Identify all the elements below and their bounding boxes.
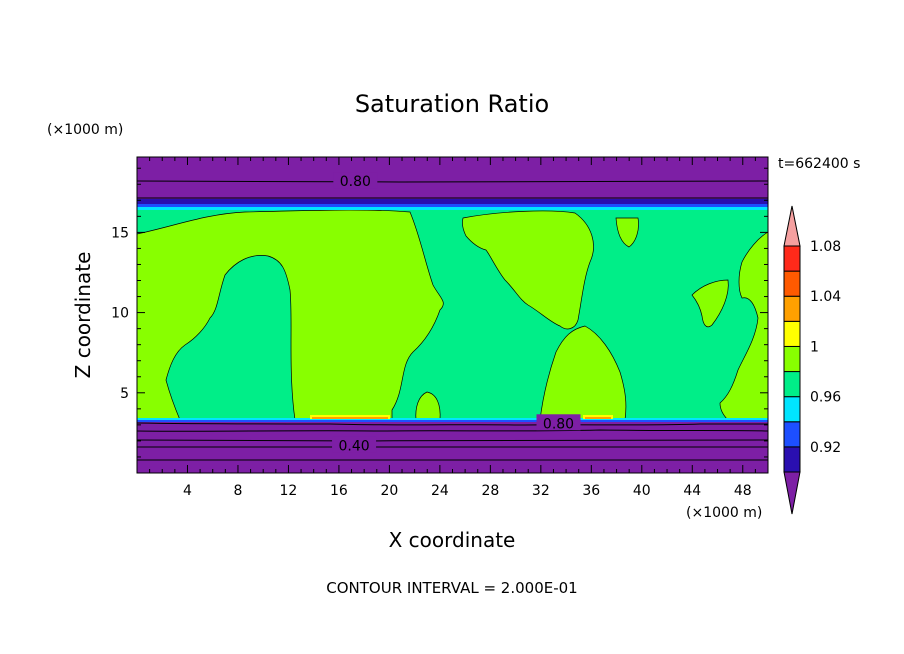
contour-label-bg-0 — [333, 172, 378, 189]
contour-line-lower-3 — [137, 439, 768, 442]
contour-interval-note: CONTOUR INTERVAL = 2.000E-01 — [326, 579, 577, 597]
colorbar-band-2 — [783, 421, 801, 448]
colorbar-band-3 — [783, 396, 801, 423]
colorbar: 0.92 0.96 1 1.04 1.08 — [783, 205, 841, 515]
colorbar-tick-label-3: 1.04 — [810, 289, 841, 305]
y-tick-label-1: 10 — [111, 306, 129, 322]
colorbar-band-10 — [783, 205, 801, 247]
band-cyan-upper — [137, 207, 768, 210]
y-axis-label: Z coordinate — [71, 252, 95, 379]
supersaturated-patch-right-upper — [691, 279, 729, 328]
x-tick-label-10: 44 — [683, 483, 701, 499]
x-tick-label-7: 32 — [532, 483, 550, 499]
y-tick-label-0: 5 — [120, 386, 129, 402]
colorbar-band-9 — [783, 245, 801, 272]
colorbar-band-0 — [783, 471, 801, 515]
colorbar-band-4 — [783, 371, 801, 398]
supersaturated-patch-top-right — [615, 217, 639, 248]
x-tick-label-8: 36 — [582, 483, 600, 499]
contour-line-upper-1 — [137, 180, 768, 183]
x-tick-label-4: 20 — [380, 483, 398, 499]
time-label: t=662400 s — [778, 156, 860, 172]
contour-line-lower-1 — [137, 422, 768, 426]
band-cyan-lower — [137, 418, 768, 421]
contour-label-0: 0.80 — [340, 174, 371, 190]
contour-line-lower-2 — [137, 429, 768, 432]
supersaturated-patch-left — [137, 209, 444, 421]
streak-orange-1 — [312, 417, 388, 419]
chart-title: Saturation Ratio — [355, 90, 549, 118]
contour-label-bg-1 — [536, 414, 581, 431]
colorbar-band-7 — [783, 295, 801, 322]
colorbar-tick-label-0: 0.92 — [810, 440, 841, 456]
x-tick-label-2: 12 — [280, 483, 298, 499]
colorbar-band-6 — [783, 320, 801, 347]
colorbar-band-5 — [783, 345, 801, 373]
colorbar-tick-label-2: 1 — [810, 339, 819, 355]
band-blue-upper — [137, 203, 768, 209]
x-axis-label: X coordinate — [389, 528, 516, 552]
x-tick-label-6: 28 — [481, 483, 499, 499]
supersaturated-patch-middle — [462, 210, 594, 330]
contour-labels: 0.80 0.80 0.40 — [332, 172, 581, 455]
colorbar-tick-label-1: 0.96 — [810, 390, 841, 406]
contour-label-1: 0.80 — [543, 416, 574, 432]
colorbar-band-8 — [783, 270, 801, 297]
colorbar-band-1 — [783, 446, 801, 473]
band-darkblue-upper — [137, 199, 768, 204]
band-purple-upper — [137, 157, 768, 204]
y-tick-label-2: 15 — [111, 225, 129, 241]
x-tick-label-0: 4 — [183, 483, 192, 499]
supersaturated-patch-small — [415, 391, 441, 421]
band-blue-lower — [137, 420, 768, 423]
supersaturated-patch-right — [719, 231, 768, 421]
contour-label-2: 0.40 — [338, 439, 369, 455]
colorbar-tick-label-4: 1.08 — [810, 239, 841, 255]
streak-orange-2 — [585, 417, 611, 419]
x-tick-label-1: 8 — [233, 483, 242, 499]
x-tick-label-3: 16 — [330, 483, 348, 499]
x-tick-label-5: 24 — [431, 483, 449, 499]
x-unit-label: (×1000 m) — [686, 505, 762, 521]
saturation-field: 0.80 0.80 0.40 — [137, 157, 768, 473]
y-unit-label: (×1000 m) — [47, 122, 123, 138]
x-tick-label-9: 40 — [633, 483, 651, 499]
x-tick-label-11: 48 — [734, 483, 752, 499]
contour-label-bg-2 — [332, 436, 377, 453]
